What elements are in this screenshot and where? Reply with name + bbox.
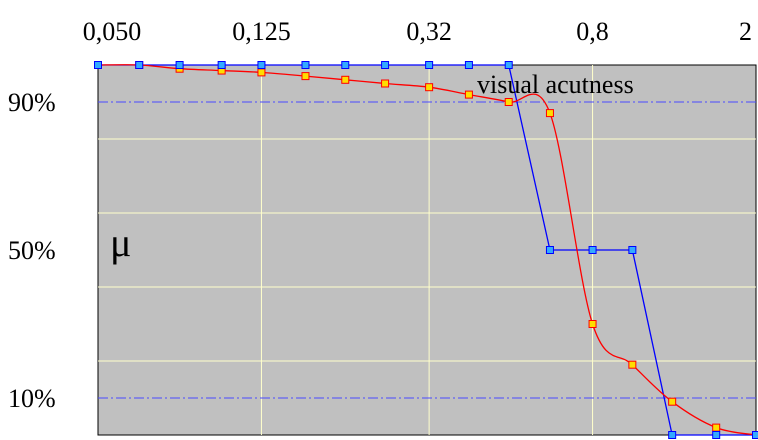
data-point-series-1	[94, 61, 102, 69]
data-point-series-2	[301, 72, 310, 81]
data-point-series-1	[257, 61, 266, 69]
x-tick-label: 2	[739, 17, 752, 46]
data-point-series-2	[425, 83, 434, 92]
data-point-series-1	[588, 246, 597, 254]
data-point-series-2	[341, 75, 350, 84]
data-point-series-2	[712, 423, 721, 432]
data-point-series-1	[301, 61, 310, 69]
x-tick-label: 0,8	[576, 17, 609, 46]
data-point-series-1	[135, 61, 144, 69]
data-point-series-2	[545, 109, 554, 118]
data-point-series-2	[588, 320, 597, 328]
x-axis-label: visual acutness	[477, 70, 634, 99]
data-point-series-1	[175, 61, 184, 69]
data-point-series-1	[464, 61, 473, 69]
series-markers	[94, 61, 758, 439]
plot-area	[97, 64, 757, 436]
x-tick-labels: 0,050 0,125 0,32 0,8 2	[83, 17, 752, 46]
data-point-series-2	[504, 98, 513, 106]
x-tick-label: 0,32	[406, 17, 452, 46]
y-tick-label: 10%	[8, 384, 56, 413]
data-point-series-1	[381, 61, 390, 69]
data-point-series-1	[628, 246, 637, 254]
data-point-series-2	[381, 79, 390, 88]
x-tick-label: 0,050	[83, 17, 142, 46]
data-point-series-2	[257, 68, 266, 77]
data-point-series-2	[668, 397, 677, 406]
data-point-series-1	[504, 61, 513, 69]
mu-annotation: μ	[110, 220, 131, 265]
data-point-series-1	[217, 61, 226, 69]
data-point-series-1	[668, 431, 677, 439]
data-point-series-1	[545, 246, 554, 254]
y-tick-labels: 90% 50% 10%	[8, 88, 56, 413]
y-tick-label: 50%	[8, 236, 56, 265]
data-point-series-2	[464, 90, 473, 99]
data-point-series-1	[712, 431, 721, 439]
data-point-series-1	[752, 431, 758, 439]
x-tick-label: 0,125	[232, 17, 291, 46]
gridlines	[98, 65, 756, 435]
data-point-series-1	[425, 61, 434, 69]
y-tick-label: 90%	[8, 88, 56, 117]
data-point-series-2	[628, 360, 637, 369]
data-point-series-1	[341, 61, 350, 69]
